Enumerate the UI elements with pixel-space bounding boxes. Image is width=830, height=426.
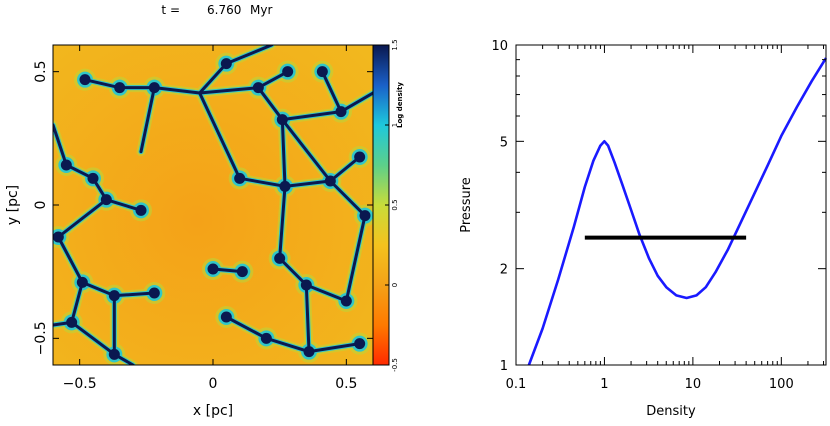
pressure-curve	[529, 58, 826, 365]
clump	[261, 333, 272, 344]
clump	[221, 58, 232, 69]
clump	[109, 349, 120, 360]
map-y-tick-label: 0.5	[33, 61, 49, 83]
plot-x-tick-label: 0.1	[506, 377, 527, 392]
clump	[136, 205, 147, 216]
colorbar-tick-label: -0.5	[391, 358, 399, 372]
clump	[53, 232, 64, 243]
clump	[101, 194, 112, 205]
clump	[325, 176, 336, 187]
clump	[149, 288, 160, 299]
plot-x-tick-label: 10	[685, 377, 702, 392]
clump	[304, 346, 315, 357]
time-prefix: t =	[161, 3, 180, 17]
pressure-density-plot	[516, 45, 826, 365]
map-x-tick-label: 0	[209, 376, 218, 392]
map-y-axis-label: y [pc]	[5, 185, 21, 225]
clump	[360, 210, 371, 221]
density-map	[47, 45, 376, 365]
clump	[77, 277, 88, 288]
map-x-axis-label: x [pc]	[193, 403, 233, 419]
figure: t = 6.760 Myr −0.5 0 0.5 −0.5 0 0.5 x [pc] y …	[0, 0, 830, 426]
colorbar-tick-label: 1.5	[391, 39, 399, 50]
clump	[208, 264, 219, 275]
map-y-tick-label: −0.5	[33, 321, 49, 355]
clump	[317, 66, 328, 77]
map-x-tick-label: 0.5	[335, 376, 357, 392]
colorbar-tick-label: 0	[391, 283, 399, 287]
colorbar-tick-label: 0.5	[391, 199, 399, 210]
clump	[114, 82, 125, 93]
plot-y-tick-label: 1	[500, 359, 508, 374]
clump	[237, 266, 248, 277]
clump	[277, 114, 288, 125]
clump	[234, 173, 245, 184]
clump	[282, 66, 293, 77]
clump	[336, 106, 347, 117]
plot-frame	[516, 45, 826, 365]
clump	[149, 82, 160, 93]
plot-x-tick-label: 100	[769, 377, 794, 392]
clump	[354, 152, 365, 163]
map-y-tick-label: 0	[33, 201, 49, 210]
plot-x-tick-label: 1	[600, 377, 608, 392]
colorbar-label: Log density	[396, 82, 404, 128]
plot-y-tick-label: 10	[491, 39, 508, 54]
clump	[354, 338, 365, 349]
time-unit: Myr	[250, 3, 272, 17]
colorbar: -0.5 0 0.5 1 1.5 Log density	[373, 39, 404, 371]
clump	[280, 181, 291, 192]
clump	[274, 253, 285, 264]
clump	[88, 173, 99, 184]
plot-y-tick-label: 2	[500, 263, 508, 278]
clump	[80, 74, 91, 85]
plot-axes: 0.1 1 10 100 1 2 5 10	[491, 39, 826, 392]
clump	[109, 290, 120, 301]
clump	[301, 280, 312, 291]
clump	[66, 317, 77, 328]
clump	[221, 312, 232, 323]
time-value: 6.760	[207, 3, 241, 17]
clump	[61, 160, 72, 171]
plot-x-axis-label: Density	[646, 404, 696, 419]
plot-y-tick-label: 5	[500, 135, 508, 150]
clump	[253, 82, 264, 93]
clump	[341, 296, 352, 307]
plot-y-axis-label: Pressure	[459, 177, 474, 233]
map-x-tick-label: −0.5	[63, 376, 97, 392]
